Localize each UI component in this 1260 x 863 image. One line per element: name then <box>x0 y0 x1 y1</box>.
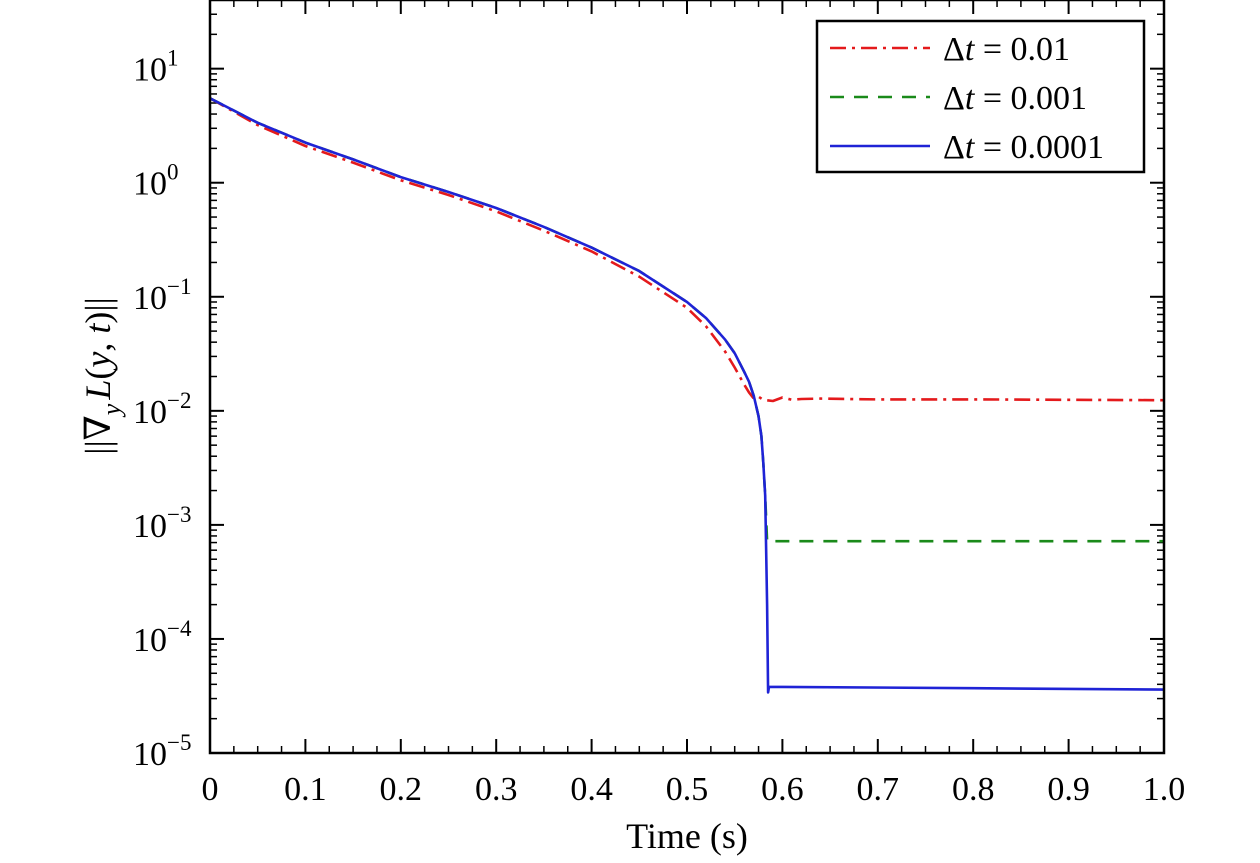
series-line-3 <box>210 97 1164 694</box>
x-tick-label: 0.9 <box>1047 771 1090 808</box>
plot-frame <box>208 0 1166 755</box>
legend-label-1: Δt = 0.01 <box>943 31 1070 68</box>
x-tick-label: 0.2 <box>380 771 423 808</box>
x-tick-label: 0.6 <box>761 771 804 808</box>
legend-label-2: Δt = 0.001 <box>943 80 1087 117</box>
x-tick-label: 0.8 <box>952 771 995 808</box>
legend-label-3: Δt = 0.0001 <box>943 129 1104 166</box>
y-tick-label: 10−3 <box>133 502 191 545</box>
y-tick-label: 101 <box>133 46 179 89</box>
y-tick-label: 10−5 <box>133 730 191 773</box>
y-axis-label-comma: , <box>78 334 118 352</box>
x-tick-label: 1.0 <box>1143 771 1186 808</box>
x-tick-label: 0.7 <box>857 771 900 808</box>
y-axis-label-subscript: y <box>97 403 126 418</box>
x-tick-label: 0.3 <box>475 771 518 808</box>
x-tick-label: 0.1 <box>284 771 327 808</box>
y-axis-label-paren-open: ( <box>78 368 118 380</box>
y-axis-label-var-y: y <box>78 352 118 371</box>
x-tick-labels: 0 0.1 0.2 0.3 0.4 0.5 0.6 0.7 0.8 0.9 1.0 <box>202 771 1186 808</box>
x-tick-label: 0.5 <box>666 771 709 808</box>
y-tick-labels: 101 100 10−1 10−2 10−3 10−4 10−5 <box>133 46 192 773</box>
series-layer <box>210 97 1164 694</box>
series-line-1 <box>210 97 1164 403</box>
y-tick-label: 10−4 <box>133 616 192 659</box>
x-tick-label: 0.4 <box>570 771 613 808</box>
y-axis-label-function: L <box>78 380 118 401</box>
y-axis-label-open: || <box>78 440 118 454</box>
y-tick-label: 10−1 <box>133 274 191 317</box>
y-axis-label-nabla: ∇ <box>78 415 118 440</box>
legend-entries: Δt = 0.01 Δt = 0.001 Δt = 0.0001 <box>830 31 1104 166</box>
y-axis-label-var-t: t <box>78 323 118 334</box>
legend: Δt = 0.01 Δt = 0.001 Δt = 0.0001 <box>815 19 1146 174</box>
y-tick-label: 100 <box>133 160 179 203</box>
y-axis-label-close: )|| <box>78 297 118 323</box>
y-axis-label: ||∇yL(y, t)|| <box>78 297 126 455</box>
x-axis-label: Time (s) <box>626 816 748 856</box>
y-tick-label: 10−2 <box>133 388 191 431</box>
x-tick-label: 0 <box>202 771 219 808</box>
